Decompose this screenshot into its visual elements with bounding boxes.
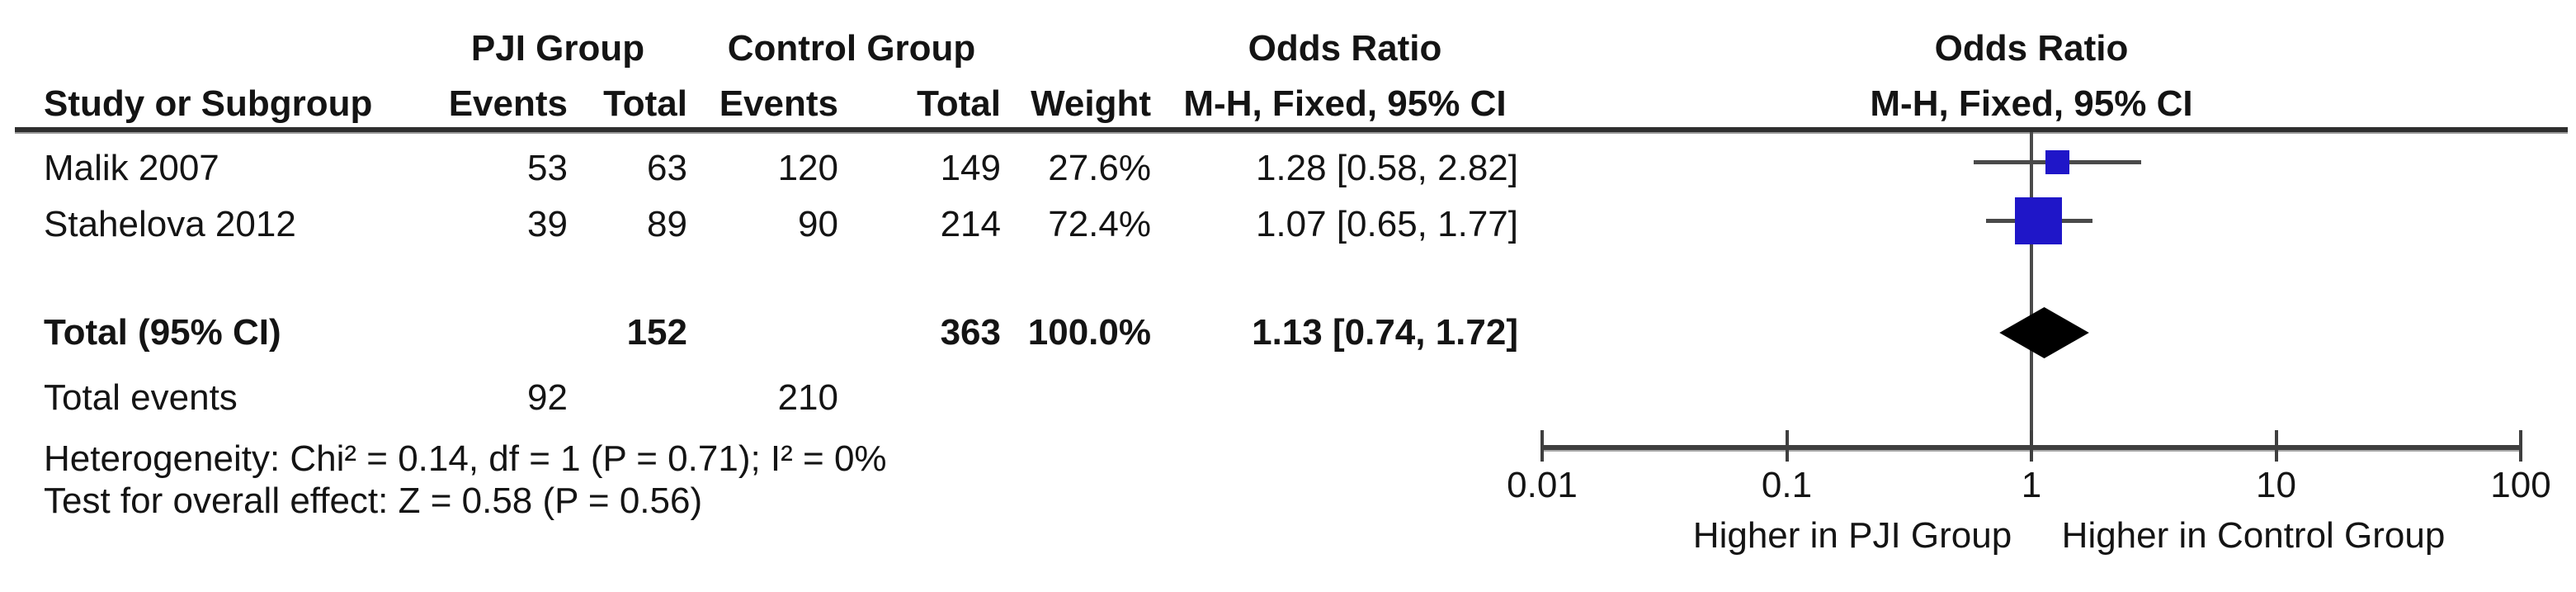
col-study-header: Study or Subgroup [44, 83, 373, 124]
study-name: Malik 2007 [44, 148, 219, 188]
heterogeneity-text: Heterogeneity: Chi² = 0.14, df = 1 (P = … [44, 438, 887, 479]
col-total2-header: Total [917, 83, 1001, 124]
overall-effect-text: Test for overall effect: Z = 0.58 (P = 0… [44, 481, 703, 521]
or-square [2045, 149, 2070, 174]
plot-header: Odds Ratio [1934, 28, 2129, 69]
axis-tick-label: 1 [2021, 465, 2042, 505]
or-column-header: Odds Ratio [1248, 28, 1442, 69]
study-or-ci: 1.28 [0.58, 2.82] [1255, 148, 1518, 188]
study-total1: 63 [647, 148, 687, 188]
study-total2: 214 [940, 204, 1001, 244]
study-events1: 39 [527, 204, 568, 244]
study-or-ci: 1.07 [0.65, 1.77] [1255, 204, 1518, 244]
axis-tick-label: 100 [2490, 465, 2551, 505]
total-or-ci: 1.13 [0.74, 1.72] [1252, 312, 1518, 353]
total-events-label: Total events [44, 377, 238, 418]
total-events-events1: 92 [527, 377, 568, 418]
axis-tick-label: 10 [2256, 465, 2296, 505]
axis-tick-label: 0.1 [1761, 465, 1813, 505]
study-weight: 72.4% [1048, 204, 1151, 244]
axis-tick [1785, 430, 1789, 462]
axis-footer-right-label: Higher in Control Group [2061, 515, 2446, 556]
axis-tick [2030, 430, 2033, 462]
study-total1: 89 [647, 204, 687, 244]
axis-tick [2519, 430, 2522, 462]
or-column-subheader: M-H, Fixed, 95% CI [1183, 83, 1507, 124]
total-total2: 363 [940, 312, 1001, 353]
total-label: Total (95% CI) [44, 312, 281, 353]
header-rule [15, 127, 2568, 134]
total-total1: 152 [626, 312, 687, 353]
group1-header: PJI Group [470, 28, 645, 69]
study-events1: 53 [527, 148, 568, 188]
col-events1-header: Events [448, 83, 568, 124]
group2-header: Control Group [727, 28, 976, 69]
axis-tick [1540, 430, 1544, 462]
axis-tick [2274, 430, 2278, 462]
axis-footer-left-label: Higher in PJI Group [1692, 515, 2012, 556]
col-total1-header: Total [603, 83, 687, 124]
study-total2: 149 [940, 148, 1001, 188]
total-events-events2: 210 [777, 377, 838, 418]
total-weight: 100.0% [1027, 312, 1151, 353]
summary-diamond [1999, 307, 2089, 358]
study-events2: 120 [777, 148, 838, 188]
col-events2-header: Events [719, 83, 838, 124]
or-square [2015, 197, 2063, 244]
plot-subheader: M-H, Fixed, 95% CI [1870, 83, 2193, 124]
col-weight-header: Weight [1031, 83, 1151, 124]
axis-tick-label: 0.01 [1507, 465, 1578, 505]
study-weight: 27.6% [1048, 148, 1151, 188]
null-effect-line [2030, 132, 2033, 462]
study-name: Stahelova 2012 [44, 204, 296, 244]
study-events2: 90 [798, 204, 838, 244]
